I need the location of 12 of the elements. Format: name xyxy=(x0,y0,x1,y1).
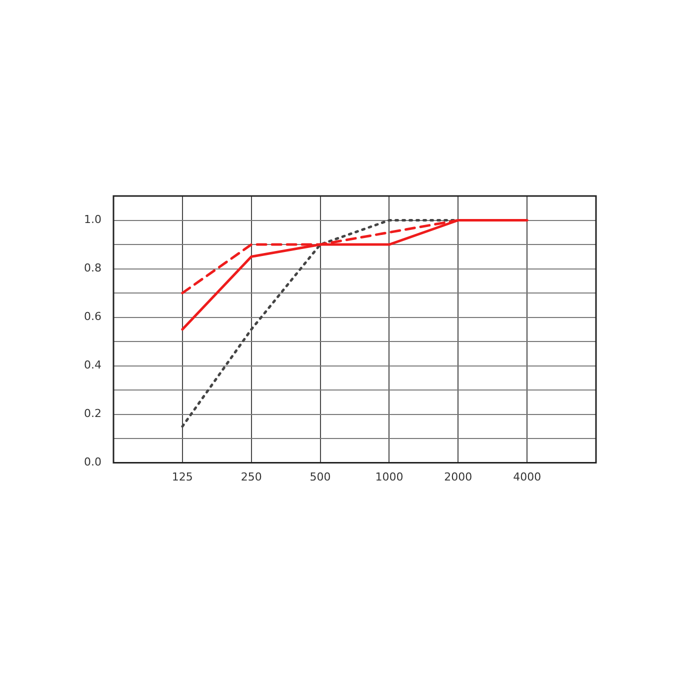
x-tick-label: 4000 xyxy=(513,470,542,484)
y-tick-label: 0.4 xyxy=(84,358,102,372)
y-tick-label: 1.0 xyxy=(84,213,102,226)
y-tick-label: 0.2 xyxy=(84,407,102,420)
x-tick-label: 2000 xyxy=(444,470,472,484)
y-tick-label: 0.0 xyxy=(84,456,102,469)
y-tick-label: 0.6 xyxy=(84,310,102,324)
x-tick-label: 500 xyxy=(310,470,331,484)
x-tick-label: 125 xyxy=(172,470,193,484)
x-tick-label: 250 xyxy=(240,470,262,484)
y-tick-label: 0.8 xyxy=(84,262,102,275)
x-tick-label: 1000 xyxy=(375,470,404,484)
